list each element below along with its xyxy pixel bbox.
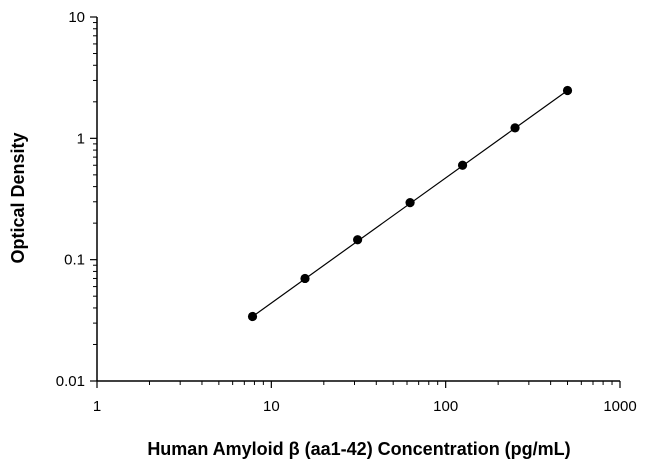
data-point bbox=[247, 311, 258, 322]
data-point bbox=[510, 123, 520, 133]
axes bbox=[96, 17, 620, 382]
x-tick-label: 1000 bbox=[603, 398, 636, 415]
y-tick-label: 0.01 bbox=[56, 373, 85, 390]
x-tick-label: 100 bbox=[433, 398, 458, 415]
data-point bbox=[405, 198, 415, 208]
data-point bbox=[300, 273, 310, 284]
y-tick-label: 1 bbox=[77, 130, 85, 147]
y-tick-label: 0.1 bbox=[64, 252, 85, 269]
y-axis-title: Optical Density bbox=[8, 132, 28, 263]
x-tick-label: 1 bbox=[93, 398, 101, 415]
x-axis-ticks: 1 10 100 1000 bbox=[93, 381, 637, 415]
data-point bbox=[353, 235, 363, 245]
data-points bbox=[247, 85, 573, 322]
x-axis-title: Human Amyloid β (aa1-42) Concentration (… bbox=[147, 439, 570, 459]
x-tick-label: 10 bbox=[263, 398, 280, 415]
data-point bbox=[457, 160, 468, 170]
data-point bbox=[562, 85, 573, 96]
y-axis-ticks: 0.01 0.1 1 10 bbox=[56, 9, 97, 390]
y-tick-label: 10 bbox=[68, 9, 85, 26]
